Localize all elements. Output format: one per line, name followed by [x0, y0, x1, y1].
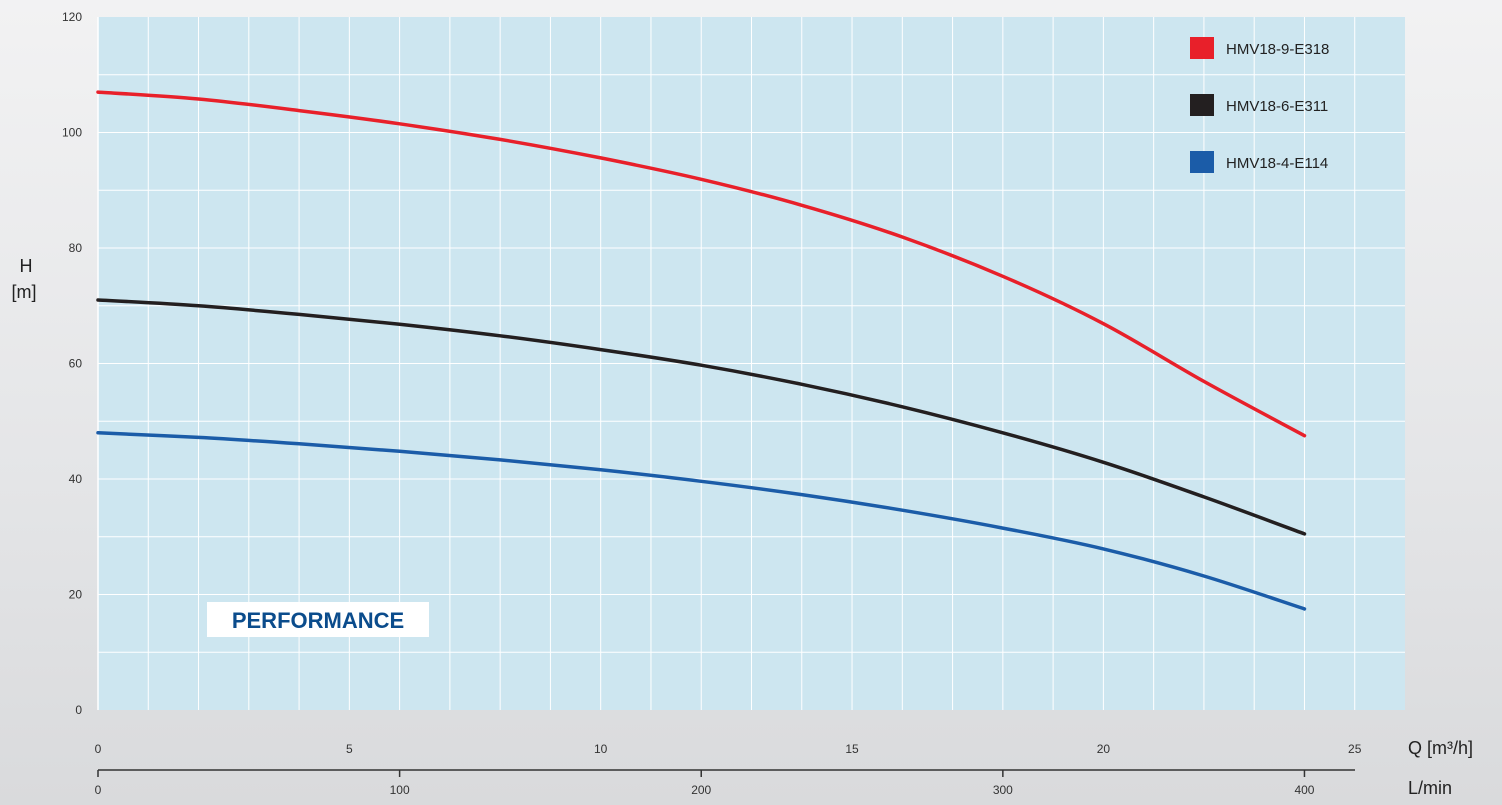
curves [96, 90, 1307, 611]
y-tick-label: 80 [69, 241, 83, 255]
lpm-tick-label: 0 [95, 783, 102, 797]
lpm-tick-label: 200 [691, 783, 711, 797]
y-tick-label: 20 [69, 588, 83, 602]
y-axis-label: H [20, 256, 33, 276]
legend-swatch [1190, 37, 1214, 59]
grid [97, 17, 1405, 710]
lpm-tick-label: 400 [1294, 783, 1314, 797]
y-tick-label: 60 [69, 357, 83, 371]
lpm-tick-label: 100 [390, 783, 410, 797]
x-tick-label: 5 [346, 742, 353, 756]
x-axis-label: Q [m³/h] [1408, 738, 1473, 758]
x2-axis-label: L/min [1408, 778, 1452, 798]
y-tick-label: 120 [62, 10, 82, 24]
series-line-hmv18-9-e318 [96, 90, 1307, 438]
chart-title: PERFORMANCE [232, 608, 404, 633]
x-tick-label: 25 [1348, 742, 1362, 756]
x-tick-label: 0 [95, 742, 102, 756]
performance-badge-bg [207, 602, 429, 637]
y-tick-label: 0 [75, 703, 82, 717]
lpm-axis: 0 100 200 300 400 [95, 769, 1355, 797]
legend: HMV18-9-E318 HMV18-6-E311 HMV18-4-E114 [1190, 37, 1329, 173]
legend-swatch [1190, 151, 1214, 173]
y-axis-unit: [m] [12, 282, 37, 302]
legend-label: HMV18-6-E311 [1226, 98, 1328, 115]
x-ticks: 0 5 10 15 20 25 [95, 742, 1362, 756]
series-line-hmv18-4-e114 [96, 431, 1307, 611]
x-tick-label: 20 [1097, 742, 1111, 756]
legend-label: HMV18-4-E114 [1226, 155, 1328, 172]
y-tick-label: 100 [62, 126, 82, 140]
x-tick-label: 10 [594, 742, 608, 756]
y-ticks: 0 20 40 60 80 100 120 [62, 10, 82, 717]
performance-badge: PERFORMANCE [207, 602, 429, 637]
x-tick-label: 15 [845, 742, 859, 756]
legend-swatch [1190, 94, 1214, 116]
series-line-hmv18-6-e311 [96, 298, 1307, 536]
lpm-tick-label: 300 [993, 783, 1013, 797]
legend-label: HMV18-9-E318 [1226, 41, 1329, 58]
y-tick-label: 40 [69, 472, 83, 486]
